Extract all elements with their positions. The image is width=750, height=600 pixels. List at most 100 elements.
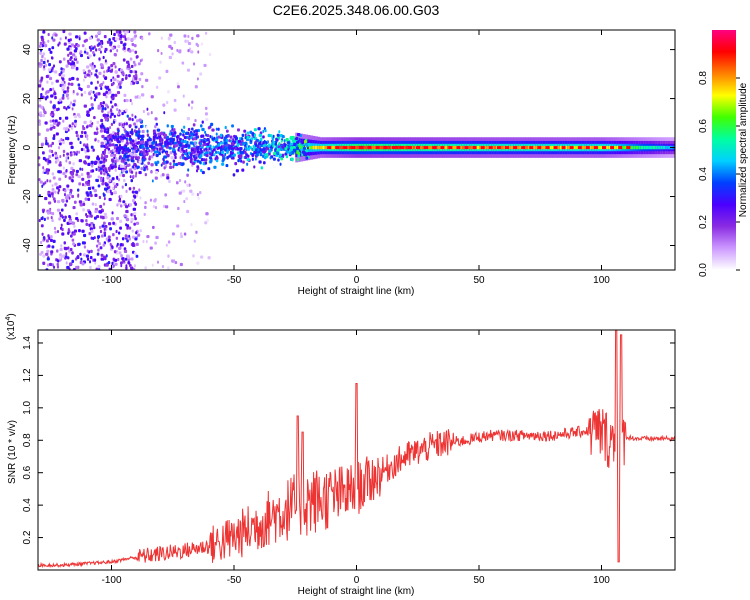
spectrogram-cell [102, 179, 105, 183]
spectrogram-cell [80, 93, 83, 97]
spectrogram-cell [72, 267, 76, 270]
spectrogram-cell [281, 134, 285, 139]
spectrogram-cell [131, 113, 134, 117]
spectrogram-cell [203, 148, 206, 152]
spectrogram-cell [124, 76, 128, 80]
spectrogram-cell [67, 38, 71, 43]
spectrogram-cell [105, 183, 109, 187]
spectrogram-cell [77, 193, 80, 197]
spectrogram-cell [126, 114, 129, 118]
spectrogram-cell [110, 64, 114, 68]
spectrogram-cell [190, 135, 193, 139]
spectrogram-cell [141, 85, 144, 89]
spectrogram-cell [40, 76, 44, 80]
spectrogram-cell [84, 161, 87, 165]
spectrogram-cell [508, 145, 512, 150]
spectrogram-cell [181, 61, 185, 65]
spectrogram-cell [90, 103, 94, 107]
spectrogram-cell [72, 89, 75, 94]
spectrogram-cell [660, 145, 664, 150]
spectrogram-cell [96, 131, 99, 135]
spectrogram-cell [96, 38, 100, 42]
spectrogram-cell [289, 151, 292, 155]
spectrogram-cell [521, 146, 526, 150]
spectrogram-cell [267, 133, 271, 138]
spectrogram-cell [72, 162, 75, 166]
spectrogram-cell [129, 70, 133, 74]
spectrogram-cell [76, 92, 79, 96]
spectrogram-cell [42, 182, 45, 186]
spectrogram-cell [160, 138, 163, 142]
spectrogram-cell [265, 153, 269, 157]
spectrogram-cell [77, 83, 81, 87]
spectrogram-cell [122, 43, 126, 47]
spectrogram-cell [143, 163, 146, 168]
spectrogram-cell [119, 34, 123, 38]
spectrogram-cell [166, 154, 170, 158]
spectrogram-cell [125, 218, 130, 222]
spectrogram-cell [69, 38, 72, 42]
spectrogram-cell [96, 120, 100, 124]
spectrogram-cell [152, 129, 156, 133]
spectrogram-cell [41, 232, 44, 236]
spectrogram-cell [104, 118, 108, 122]
snr-y-multiplier: (x104) [5, 313, 17, 340]
spectrogram-cell [66, 89, 70, 93]
spectrogram-cell [172, 159, 176, 163]
spectrogram-cell [97, 106, 101, 110]
spectrogram-cell [98, 57, 101, 61]
spectrogram-cell [121, 185, 124, 189]
spectrogram-cell [532, 145, 536, 150]
spectrogram-cell [272, 157, 276, 161]
spectrogram-cell [117, 135, 120, 139]
spectrogram-cell [76, 188, 80, 192]
spectrogram-cell [144, 201, 147, 205]
spectrogram-cell [667, 145, 671, 150]
spectrogram-cell [154, 125, 157, 129]
spectrogram-cell [50, 56, 53, 60]
spectrogram-cell [175, 162, 179, 167]
spectrogram-cell [101, 182, 105, 186]
spectrogram-cell [197, 50, 200, 54]
spectrogram-cell [208, 52, 212, 57]
spectrogram-cell [71, 251, 74, 255]
spectrogram-cell [134, 156, 138, 160]
spectrogram-cell [391, 146, 396, 150]
spectrogram-cell [117, 82, 122, 86]
spectrogram-cell [585, 146, 590, 150]
spectrogram-cell [178, 146, 181, 150]
spectrogram-cell [125, 205, 129, 209]
spectrogram-cell [112, 148, 116, 152]
spectrogram-cell [128, 237, 131, 241]
spectrogram-cell [120, 159, 123, 163]
spectrogram-cell [263, 139, 266, 144]
spectrogram-cell [68, 214, 71, 219]
spectrogram-cell [199, 147, 202, 151]
spectrogram-cell [72, 232, 76, 236]
spectrogram-cell [296, 140, 299, 144]
spectrogram-cell [191, 161, 196, 166]
spectrogram-cell [133, 153, 136, 157]
spectrogram-cell [113, 32, 116, 37]
spectrogram-cell [146, 129, 149, 133]
spectrogram-cell [456, 146, 461, 150]
spectrogram-cell [110, 153, 114, 157]
colorbar: 0.00.20.40.60.8 Normalized spectral ampl… [698, 30, 749, 277]
spectrogram-cell [204, 221, 208, 225]
spectrogram-cell [56, 108, 59, 112]
spectrogram-cell [141, 145, 145, 149]
spectrogram-cell [115, 251, 119, 255]
spectrogram-cell [638, 145, 642, 150]
spectrogram-cell [53, 134, 56, 138]
spectrogram-cell [430, 145, 433, 150]
spectrogram-cell [179, 178, 181, 183]
spectrogram-cell [118, 30, 122, 34]
spectrogram-cell [50, 144, 53, 148]
spectrogram-cell [117, 257, 120, 262]
spectrogram-cell [113, 165, 117, 169]
spectrogram-cell [158, 76, 162, 80]
spectrogram-cell [59, 214, 63, 218]
spectrogram-cell [173, 259, 176, 263]
spectrogram-cell [81, 241, 85, 245]
spectrogram-cell [61, 232, 65, 236]
